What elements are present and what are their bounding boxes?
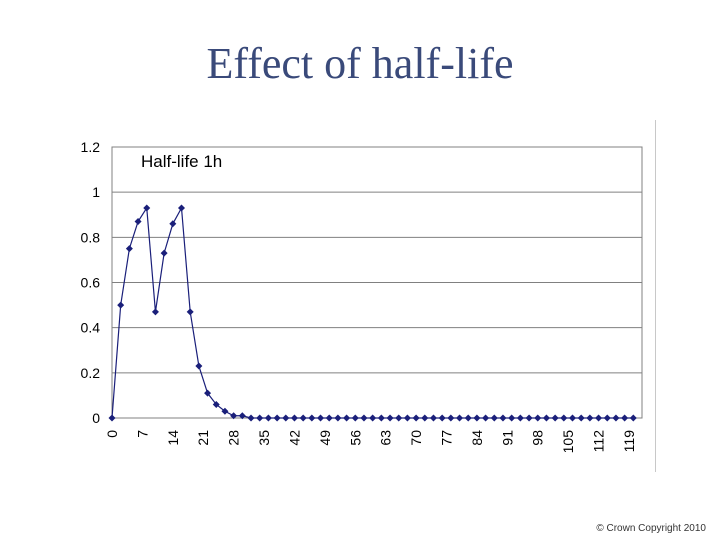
data-point (542, 414, 550, 422)
data-point (403, 414, 411, 422)
data-point (125, 245, 133, 253)
data-point (317, 414, 325, 422)
x-tick-label: 49 (317, 430, 333, 446)
gridlines (112, 191, 642, 374)
data-point (377, 414, 385, 422)
data-point (247, 414, 255, 422)
data-point (386, 414, 394, 422)
data-point (334, 414, 342, 422)
x-tick-label: 98 (530, 430, 546, 446)
data-point (429, 414, 437, 422)
chart-annotation: Half-life 1h (141, 152, 222, 171)
x-axis-ticks: 0 7 14 21 28 35 42 49 56 63 70 77 84 91 98 105 112 119 (104, 430, 637, 454)
x-tick-label: 21 (195, 430, 211, 446)
x-tick-label: 112 (591, 430, 607, 453)
data-point (204, 389, 212, 397)
data-point (134, 218, 142, 226)
data-point (117, 301, 125, 309)
data-point (595, 414, 603, 422)
data-point (238, 412, 246, 420)
y-tick-label: 0.2 (81, 365, 101, 381)
data-point (534, 414, 542, 422)
x-tick-label: 35 (256, 430, 272, 446)
data-point (525, 414, 533, 422)
x-tick-label: 84 (469, 430, 485, 446)
x-tick-label: 28 (226, 430, 242, 446)
y-tick-label: 0.4 (81, 320, 101, 336)
x-tick-label: 91 (499, 430, 515, 446)
data-point (473, 414, 481, 422)
data-point (395, 414, 403, 422)
copyright-text: © Crown Copyright 2010 (596, 523, 706, 534)
data-point (508, 414, 516, 422)
data-point (516, 414, 524, 422)
data-point (264, 414, 272, 422)
data-point (421, 414, 429, 422)
data-point (464, 414, 472, 422)
y-tick-label: 0.8 (81, 229, 101, 245)
y-tick-label: 0.6 (81, 275, 101, 291)
data-point (221, 407, 229, 415)
data-point (299, 414, 307, 422)
data-point (160, 249, 168, 257)
data-point (612, 414, 620, 422)
data-point (290, 414, 298, 422)
data-point (256, 414, 264, 422)
series-group (108, 204, 637, 422)
slide-title: Effect of half-life (206, 39, 514, 88)
y-axis-ticks: 0 0.2 0.4 0.6 0.8 1 1.2 (81, 139, 101, 426)
data-point (603, 414, 611, 422)
x-tick-label: 42 (286, 430, 302, 446)
data-point (351, 414, 359, 422)
data-point (560, 414, 568, 422)
x-tick-label: 77 (439, 430, 455, 446)
x-tick-label: 14 (165, 430, 181, 446)
data-point (490, 414, 498, 422)
x-tick-label: 119 (621, 430, 637, 453)
data-point (456, 414, 464, 422)
data-point (447, 414, 455, 422)
data-point (186, 308, 194, 316)
data-point (499, 414, 507, 422)
x-tick-label: 7 (134, 430, 150, 438)
data-point (195, 362, 203, 370)
x-tick-label: 63 (378, 430, 394, 446)
data-point (169, 220, 177, 228)
x-tick-label: 56 (347, 430, 363, 446)
data-point (360, 414, 368, 422)
slide-divider (655, 120, 656, 472)
data-point (586, 414, 594, 422)
x-tick-label: 105 (560, 430, 576, 454)
data-point (230, 412, 238, 420)
data-point (178, 204, 186, 212)
data-point (151, 308, 159, 316)
data-point (282, 414, 290, 422)
data-point (621, 414, 629, 422)
data-point (551, 414, 559, 422)
y-tick-label: 1.2 (81, 139, 101, 155)
x-tick-label: 0 (104, 430, 120, 438)
data-point (343, 414, 351, 422)
data-point (577, 414, 585, 422)
data-point (108, 414, 116, 422)
y-tick-label: 1 (92, 184, 100, 200)
data-point (143, 204, 151, 212)
data-point (325, 414, 333, 422)
data-point (438, 414, 446, 422)
data-point (273, 414, 281, 422)
data-point (308, 414, 316, 422)
data-point (568, 414, 576, 422)
y-tick-label: 0 (92, 410, 100, 426)
x-tick-label: 70 (408, 430, 424, 446)
data-point (412, 414, 420, 422)
data-point (629, 414, 637, 422)
data-point (212, 400, 220, 408)
data-point (369, 414, 377, 422)
data-point (482, 414, 490, 422)
